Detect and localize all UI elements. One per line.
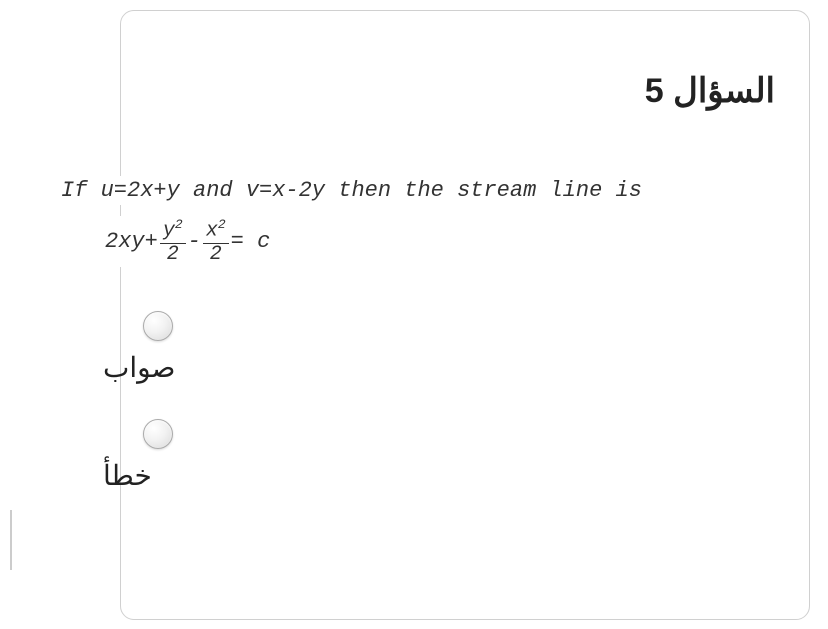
frac1-den: 2 — [164, 244, 182, 265]
frac1-num: y — [163, 220, 175, 243]
question-title: السؤال 5 — [155, 71, 775, 111]
math-minus: - — [188, 229, 201, 254]
option-false: خطأ — [103, 419, 175, 492]
frac2-den: 2 — [207, 244, 225, 265]
frac2-num: x — [206, 220, 218, 243]
option-false-label: خطأ — [103, 459, 175, 492]
frac2-sup: 2 — [218, 217, 226, 232]
question-statement-line2: 2xy+ y2 2 - x2 2 = c — [101, 216, 274, 267]
radio-false[interactable] — [143, 419, 173, 449]
math-lead: 2xy+ — [105, 229, 158, 254]
sidebar-indicator — [10, 510, 20, 570]
math-tail: = c — [231, 229, 271, 254]
fraction-1: y2 2 — [160, 218, 186, 265]
fraction-2: x2 2 — [203, 218, 229, 265]
frac1-sup: 2 — [175, 217, 183, 232]
option-true-label: صواب — [103, 351, 175, 384]
option-true: صواب — [103, 311, 175, 384]
question-card: السؤال 5 If u=2x+y and v=x-2y then the s… — [120, 10, 810, 620]
radio-true[interactable] — [143, 311, 173, 341]
options-group: صواب خطأ — [103, 311, 175, 527]
question-statement-line1: If u=2x+y and v=x-2y then the stream lin… — [57, 176, 646, 205]
